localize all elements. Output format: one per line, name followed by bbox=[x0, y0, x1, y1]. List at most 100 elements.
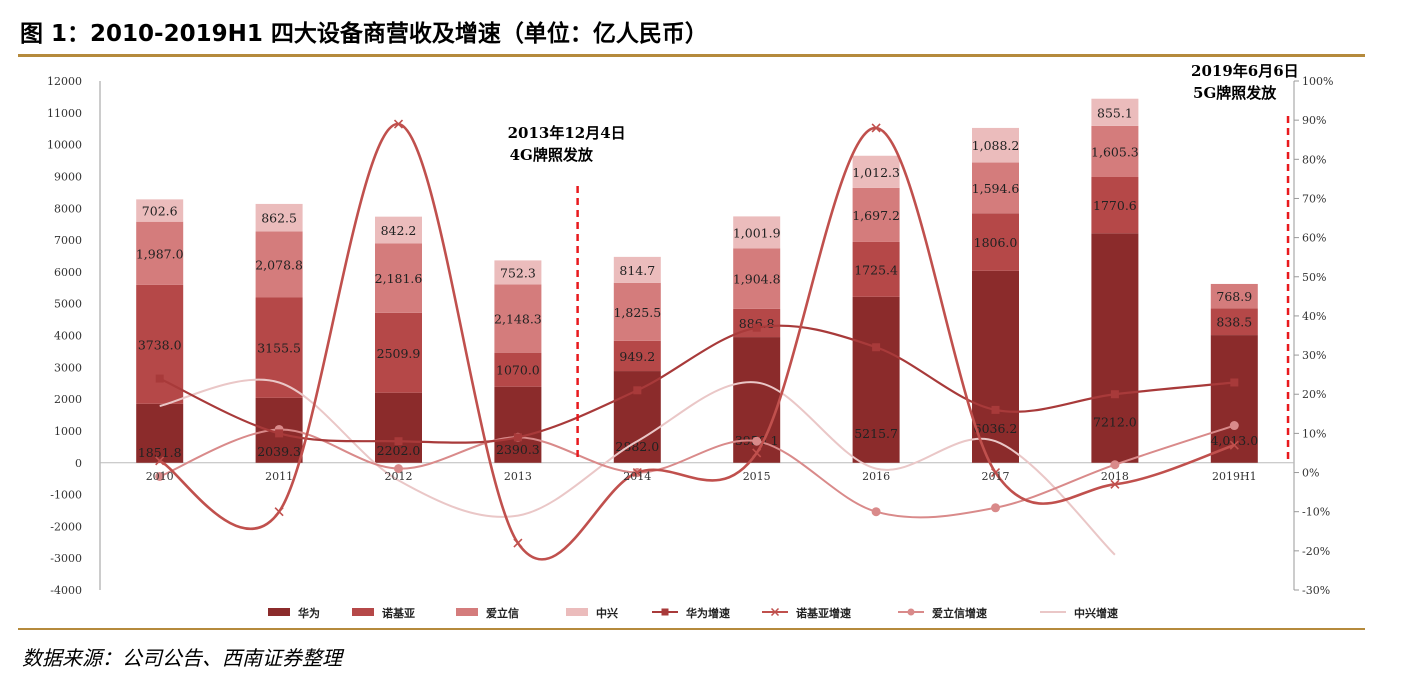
annotation-event: 5G牌照发放 bbox=[1193, 84, 1277, 102]
bar-data-labels: 1851.8 3738.0 1,987.0 702.6 2039.3 3155.5 2,07… bbox=[136, 105, 1258, 460]
legend-item-2: 爱立信 bbox=[456, 606, 519, 620]
left-tick-label: 10000 bbox=[47, 139, 82, 152]
bar-segment-0-6 bbox=[852, 296, 900, 463]
growth-line-3 bbox=[159, 378, 1116, 556]
growth-marker-2-5 bbox=[752, 436, 762, 446]
legend-label: 爱立信 bbox=[486, 606, 519, 620]
growth-marker-1-0 bbox=[155, 456, 165, 466]
growth-marker-1-6 bbox=[871, 123, 881, 133]
growth-marker-0-6 bbox=[872, 343, 881, 352]
growth-lines bbox=[155, 119, 1239, 561]
bar-label: 1,001.9 bbox=[733, 225, 781, 240]
left-tick-label: 7000 bbox=[54, 234, 82, 247]
legend-label: 中兴 bbox=[596, 606, 618, 620]
legend: 华为 诺基亚 爱立信 中兴 华为增速 诺基亚增速 爱立信增速 中兴增速 bbox=[268, 606, 1118, 620]
growth-line-0 bbox=[159, 324, 1235, 444]
bar-segment-2-6 bbox=[852, 187, 900, 242]
bar-segment-1-6 bbox=[852, 241, 900, 297]
right-tick-label: 20% bbox=[1302, 388, 1326, 401]
right-tick-label: 10% bbox=[1302, 427, 1326, 440]
right-tick-label: 70% bbox=[1302, 192, 1326, 205]
growth-marker-0-7 bbox=[991, 405, 1000, 414]
bar-label: 1,594.6 bbox=[972, 181, 1020, 196]
bar-segment-1-7 bbox=[972, 213, 1019, 271]
bar-label: 2202.0 bbox=[377, 443, 421, 458]
bar-segment-1-3 bbox=[494, 352, 542, 387]
bar-segment-3-0 bbox=[136, 199, 184, 222]
bar-segment-1-8 bbox=[1091, 176, 1139, 234]
bar-segment-2-7 bbox=[972, 162, 1019, 214]
bar-label: 1,987.0 bbox=[136, 246, 184, 261]
legend-swatch bbox=[566, 608, 588, 616]
legend-swatch bbox=[352, 608, 374, 616]
right-tick-label: 0% bbox=[1302, 467, 1319, 480]
legend-item-7: 中兴增速 bbox=[1040, 606, 1118, 620]
growth-marker-1-5 bbox=[752, 448, 762, 458]
bar-label: 855.1 bbox=[1097, 105, 1133, 120]
bar-label: 1,825.5 bbox=[613, 305, 661, 320]
x-tick-label: 2017 bbox=[982, 470, 1010, 483]
bar-label: 1806.0 bbox=[974, 235, 1018, 250]
x-tick-label: 2019H1 bbox=[1212, 470, 1257, 483]
left-tick-label: -4000 bbox=[50, 584, 82, 597]
bar-label: 949.2 bbox=[619, 349, 655, 364]
bar-label: 862.5 bbox=[261, 211, 297, 226]
bar-segment-1-2 bbox=[375, 312, 422, 393]
bar-label: 838.5 bbox=[1216, 315, 1252, 330]
annotation-event: 4G牌照发放 bbox=[510, 146, 594, 164]
growth-marker-0-4 bbox=[633, 386, 642, 395]
legend-item-3: 中兴 bbox=[566, 606, 618, 620]
growth-marker-1-4 bbox=[632, 467, 642, 478]
left-tick-label: 8000 bbox=[54, 202, 82, 215]
growth-line-2 bbox=[159, 424, 1235, 519]
bar-segment-0-8 bbox=[1091, 233, 1139, 463]
left-tick-label: 2000 bbox=[54, 393, 82, 406]
right-axis-ticks: 100% 90% 80% 70% 60% 50% 40% 30% 20% 10% 0% -10% -20… bbox=[1294, 75, 1333, 597]
x-tick-label: 2015 bbox=[743, 470, 771, 483]
growth-marker-1-7 bbox=[990, 467, 1001, 478]
bar-label: 5215.7 bbox=[854, 426, 898, 441]
bar-label: 702.6 bbox=[142, 204, 178, 219]
right-tick-label: 80% bbox=[1302, 153, 1326, 166]
right-tick-label: 40% bbox=[1302, 310, 1326, 323]
bar-segment-2-9 bbox=[1210, 283, 1258, 309]
bar-segment-3-3 bbox=[494, 260, 542, 285]
bar-segment-1-4 bbox=[613, 340, 661, 372]
bar-label: 768.9 bbox=[1216, 289, 1252, 304]
growth-marker-0-5 bbox=[752, 323, 761, 332]
growth-marker-0-1 bbox=[275, 429, 284, 438]
source-note: 数据来源：公司公告、西南证券整理 bbox=[22, 646, 342, 670]
bar-label: 2882.0 bbox=[615, 439, 659, 454]
x-tick-label: 2010 bbox=[146, 470, 174, 483]
left-tick-label: -1000 bbox=[50, 489, 82, 502]
bar-segment-3-7 bbox=[972, 127, 1019, 163]
bar-segment-3-5 bbox=[733, 216, 781, 249]
growth-marker-2-6 bbox=[871, 507, 881, 517]
growth-line-1 bbox=[159, 122, 1235, 561]
legend-label: 华为增速 bbox=[686, 606, 730, 620]
growth-marker-1-8 bbox=[1110, 479, 1120, 489]
growth-marker-2-7 bbox=[991, 503, 1000, 513]
bar-segment-1-1 bbox=[255, 297, 303, 398]
bar-label: 1851.8 bbox=[138, 445, 182, 460]
bar-label: 3155.5 bbox=[257, 341, 301, 356]
legend-label: 诺基亚 bbox=[382, 606, 415, 620]
bar-segment-0-9 bbox=[1210, 335, 1258, 463]
bar-label: 7212.0 bbox=[1093, 414, 1137, 429]
left-tick-label: 1000 bbox=[54, 425, 82, 438]
x-tick-label: 2011 bbox=[265, 470, 293, 483]
bar-label: 2390.3 bbox=[496, 442, 540, 457]
right-tick-label: -10% bbox=[1302, 506, 1330, 519]
bar-segment-1-9 bbox=[1210, 308, 1258, 336]
growth-marker-1-1 bbox=[274, 507, 284, 517]
x-tick-label: 2012 bbox=[385, 470, 413, 483]
growth-marker-1-2 bbox=[393, 119, 404, 129]
growth-marker-0-3 bbox=[513, 433, 522, 442]
title-rule bbox=[18, 54, 1365, 57]
growth-marker-2-9 bbox=[1229, 421, 1239, 431]
annotation-date: 2013年12月4日 bbox=[508, 124, 626, 142]
growth-marker-1-9 bbox=[1229, 440, 1239, 450]
bar-segment-3-8 bbox=[1091, 98, 1139, 126]
bar-segment-0-2 bbox=[375, 392, 422, 463]
